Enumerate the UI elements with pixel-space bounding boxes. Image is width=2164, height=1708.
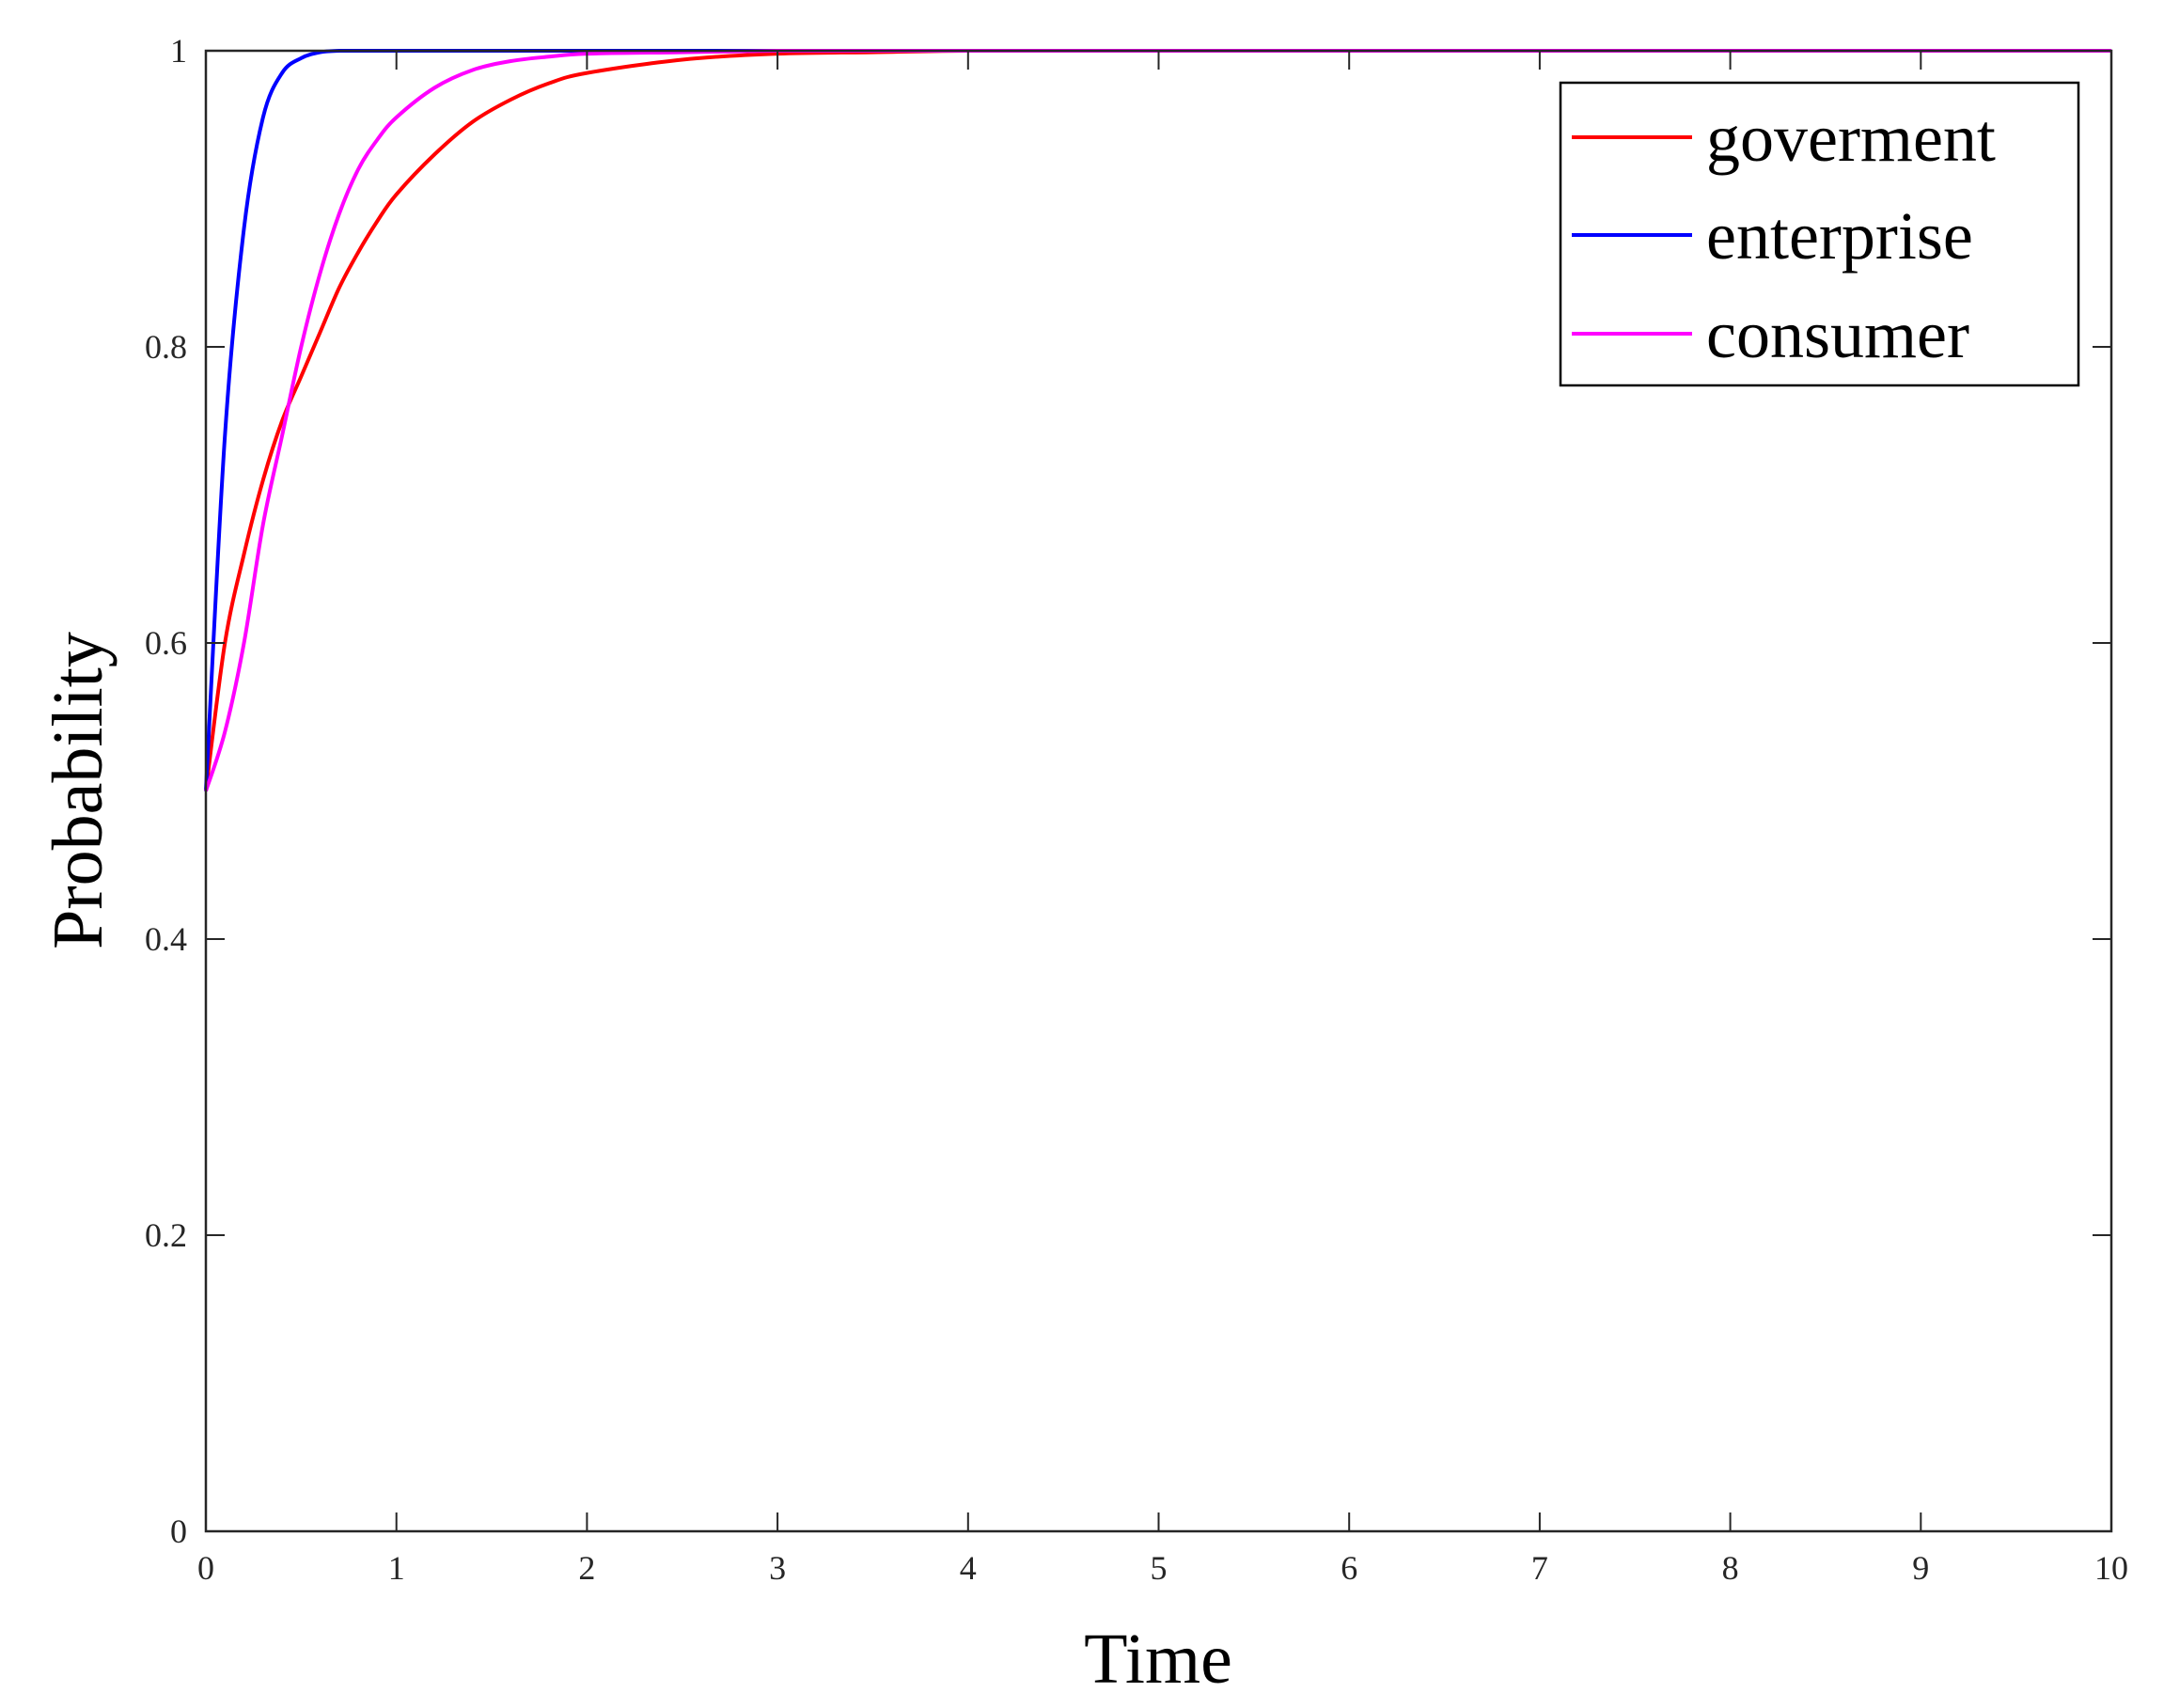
x-tick-label: 8 — [1722, 1549, 1739, 1587]
x-tick-label: 7 — [1531, 1549, 1548, 1587]
x-tick-label: 2 — [578, 1549, 595, 1587]
legend-label-consumer: consumer — [1706, 297, 1969, 372]
legend: goverment enterprise consumer — [1559, 81, 2080, 387]
x-axis-title: Time — [1084, 1620, 1232, 1699]
x-tick-label: 6 — [1341, 1549, 1357, 1587]
y-tick-label: 0.6 — [145, 624, 187, 662]
y-tick-label: 0.2 — [145, 1216, 187, 1254]
legend-label-enterprise: enterprise — [1706, 198, 1973, 274]
plot-area-frame — [204, 49, 2113, 1533]
x-tick-label: 5 — [1151, 1549, 1168, 1587]
x-tick-label: 9 — [1912, 1549, 1929, 1587]
x-tick-label: 1 — [388, 1549, 405, 1587]
x-tick-label: 3 — [769, 1549, 786, 1587]
y-tick-label: 0.4 — [145, 920, 187, 958]
x-tick-label: 10 — [2094, 1549, 2128, 1587]
x-tick-label: 4 — [960, 1549, 977, 1587]
y-tick-label: 1 — [170, 32, 187, 70]
y-axis-title: Probability — [39, 632, 118, 949]
legend-label-goverment: goverment — [1706, 101, 1996, 176]
ticks-layer: 0 1 2 3 4 5 6 7 8 9 10 0 0.2 0.4 0.6 0.8 1 — [145, 32, 2128, 1587]
x-tick-label: 0 — [197, 1549, 214, 1587]
y-tick-label: 0.8 — [145, 328, 187, 366]
y-tick-label: 0 — [170, 1512, 187, 1550]
